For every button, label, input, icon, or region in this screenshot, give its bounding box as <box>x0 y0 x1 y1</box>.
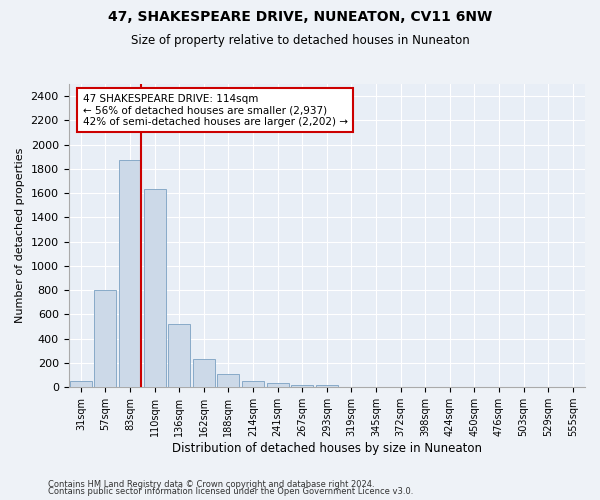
Bar <box>168 324 190 387</box>
Text: 47 SHAKESPEARE DRIVE: 114sqm
← 56% of detached houses are smaller (2,937)
42% of: 47 SHAKESPEARE DRIVE: 114sqm ← 56% of de… <box>83 94 347 127</box>
Bar <box>291 384 313 387</box>
Bar <box>193 358 215 387</box>
Bar <box>242 381 264 387</box>
Bar <box>217 374 239 387</box>
Bar <box>143 189 166 387</box>
Bar <box>266 383 289 387</box>
Y-axis label: Number of detached properties: Number of detached properties <box>15 148 25 324</box>
Bar <box>316 385 338 387</box>
Text: 47, SHAKESPEARE DRIVE, NUNEATON, CV11 6NW: 47, SHAKESPEARE DRIVE, NUNEATON, CV11 6N… <box>108 10 492 24</box>
Bar <box>70 381 92 387</box>
Text: Contains public sector information licensed under the Open Government Licence v3: Contains public sector information licen… <box>48 488 413 496</box>
Text: Size of property relative to detached houses in Nuneaton: Size of property relative to detached ho… <box>131 34 469 47</box>
X-axis label: Distribution of detached houses by size in Nuneaton: Distribution of detached houses by size … <box>172 442 482 455</box>
Bar <box>119 160 141 387</box>
Bar <box>94 290 116 387</box>
Bar <box>340 386 362 387</box>
Text: Contains HM Land Registry data © Crown copyright and database right 2024.: Contains HM Land Registry data © Crown c… <box>48 480 374 489</box>
